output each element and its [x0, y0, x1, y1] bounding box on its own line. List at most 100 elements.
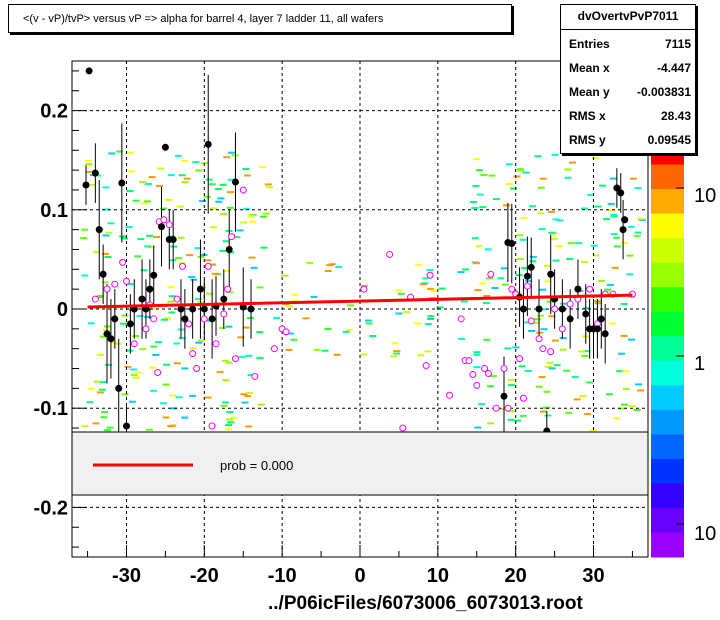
filled-point [146, 285, 154, 293]
heatmap-cell [579, 395, 587, 398]
open-point [154, 368, 162, 376]
open-point [487, 270, 495, 278]
stats-row-rms-y: RMS y 0.09545 [569, 133, 691, 153]
heatmap-cell [415, 263, 423, 266]
filled-point [118, 179, 126, 187]
heatmap-cell [622, 370, 630, 373]
heatmap-cell [391, 342, 399, 345]
filled-point [582, 310, 590, 318]
colorbar-cell [651, 262, 684, 288]
heatmap-cell [168, 295, 176, 298]
heatmap-cell [414, 322, 422, 325]
heatmap-cell [204, 259, 212, 262]
heatmap-cell [165, 198, 173, 201]
heatmap-cell [162, 383, 170, 386]
heatmap-cell [81, 274, 89, 277]
heatmap-cell [475, 169, 483, 172]
heatmap-cell [538, 228, 546, 231]
heatmap-cell [397, 292, 405, 295]
heatmap-cell [155, 341, 163, 343]
heatmap-cell [242, 326, 250, 329]
heatmap-cell [524, 321, 532, 324]
heatmap-cell [551, 153, 559, 156]
stats-label: RMS x [569, 109, 606, 123]
heatmap-cell [195, 297, 203, 300]
filled-point [621, 216, 629, 224]
heatmap-cell [144, 245, 152, 248]
open-point [231, 355, 239, 363]
filled-point [85, 67, 93, 75]
heatmap-cell [150, 389, 158, 392]
filled-point [574, 285, 582, 293]
heatmap-cell [525, 279, 533, 282]
heatmap-cell [140, 269, 148, 272]
colorbar-cell [651, 458, 684, 484]
heatmap-cell [419, 283, 427, 286]
filled-point [558, 305, 566, 313]
open-point [519, 394, 527, 402]
filled-point [111, 315, 119, 323]
heatmap-cell [395, 289, 403, 292]
heatmap-cell [546, 300, 554, 303]
heatmap-cell [603, 218, 610, 221]
heatmap-cell [492, 198, 500, 201]
heatmap-cell [306, 261, 314, 264]
heatmap-cell [108, 152, 116, 155]
axes: -30 -20 -10 0 10 20 30 -0.2 -0.1 0 0.1 0.2 [34, 70, 633, 587]
heatmap-cell [220, 404, 228, 407]
heatmap-cell [347, 304, 355, 307]
open-point [228, 233, 236, 241]
filled-point [91, 169, 99, 177]
heatmap-cell [99, 335, 107, 338]
heatmap-cell [121, 314, 129, 317]
heatmap-cell [620, 334, 628, 337]
heatmap-cell [598, 280, 606, 282]
heatmap-cell [215, 200, 223, 203]
heatmap-cell [483, 302, 490, 305]
heatmap-cell [519, 414, 527, 417]
heatmap-cell [241, 401, 249, 404]
heatmap-cell [581, 355, 589, 357]
open-point [251, 372, 259, 380]
heatmap-cell [503, 204, 510, 207]
open-point [426, 271, 434, 279]
heatmap-cell [88, 183, 96, 186]
heatmap-cell [393, 352, 401, 355]
heatmap-cell [237, 336, 245, 339]
heatmap-cell [539, 288, 547, 291]
heatmap-cell [517, 169, 525, 172]
heatmap-cell [501, 283, 509, 286]
heatmap-cell [86, 401, 94, 404]
heatmap-cell [226, 206, 234, 209]
heatmap-cell [548, 367, 556, 370]
heatmap-cell [242, 168, 250, 170]
filled-point [247, 305, 255, 313]
heatmap-cell [427, 315, 435, 318]
heatmap-cell [555, 245, 563, 248]
heatmap-cell [548, 210, 556, 213]
heatmap-cell [219, 183, 227, 186]
filled-point [99, 270, 107, 278]
heatmap-cell [225, 361, 233, 364]
heatmap-cell [395, 312, 403, 315]
open-point [150, 315, 158, 323]
heatmap-cell [130, 374, 138, 376]
heatmap-cell [156, 184, 163, 187]
heatmap-cell [223, 270, 231, 273]
colorbar-label-top: 10 [694, 185, 716, 207]
open-point [492, 404, 500, 412]
heatmap-cell [226, 291, 234, 294]
heatmap-cell [102, 234, 110, 237]
open-point [547, 348, 555, 356]
filled-point [204, 140, 212, 148]
heatmap-cell [144, 315, 152, 318]
heatmap-cell [249, 220, 257, 223]
heatmap-cell [474, 289, 482, 292]
open-point [551, 305, 559, 313]
heatmap-cell [516, 168, 524, 171]
heatmap-cell [198, 339, 205, 342]
heatmap-cell [208, 183, 216, 186]
filled-point [181, 315, 189, 323]
open-point [500, 365, 508, 373]
filled-point [535, 305, 543, 313]
